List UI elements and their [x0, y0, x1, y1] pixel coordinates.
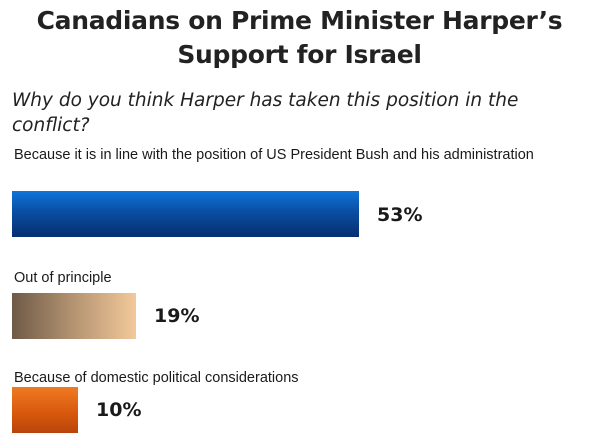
chart-title-line-1: Canadians on Prime Minister Harper’s — [36, 6, 563, 35]
chart-title-line-2: Support for Israel — [177, 40, 422, 69]
category-label-0: Because it is in line with the position … — [14, 147, 534, 163]
category-label-1: Out of principle — [14, 270, 112, 286]
chart-title: Canadians on Prime Minister Harper’s Supp… — [0, 4, 599, 72]
value-label-0: 53% — [377, 204, 423, 226]
bar-2 — [12, 387, 78, 433]
bar-1 — [12, 293, 136, 339]
bar-0 — [12, 191, 359, 237]
value-label-1: 19% — [154, 305, 200, 327]
category-label-2: Because of domestic political considerat… — [14, 370, 299, 386]
value-label-2: 10% — [96, 399, 142, 421]
chart-question: Why do you think Harper has taken this p… — [12, 90, 519, 136]
